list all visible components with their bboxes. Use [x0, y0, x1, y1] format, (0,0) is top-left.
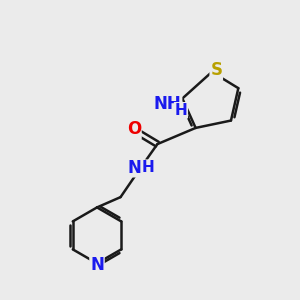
Text: NH: NH [154, 95, 182, 113]
Text: O: O [127, 120, 141, 138]
Text: H: H [142, 160, 154, 175]
Text: N: N [90, 256, 104, 274]
Text: S: S [210, 61, 222, 80]
Text: N: N [128, 159, 141, 177]
Text: H: H [175, 103, 187, 118]
